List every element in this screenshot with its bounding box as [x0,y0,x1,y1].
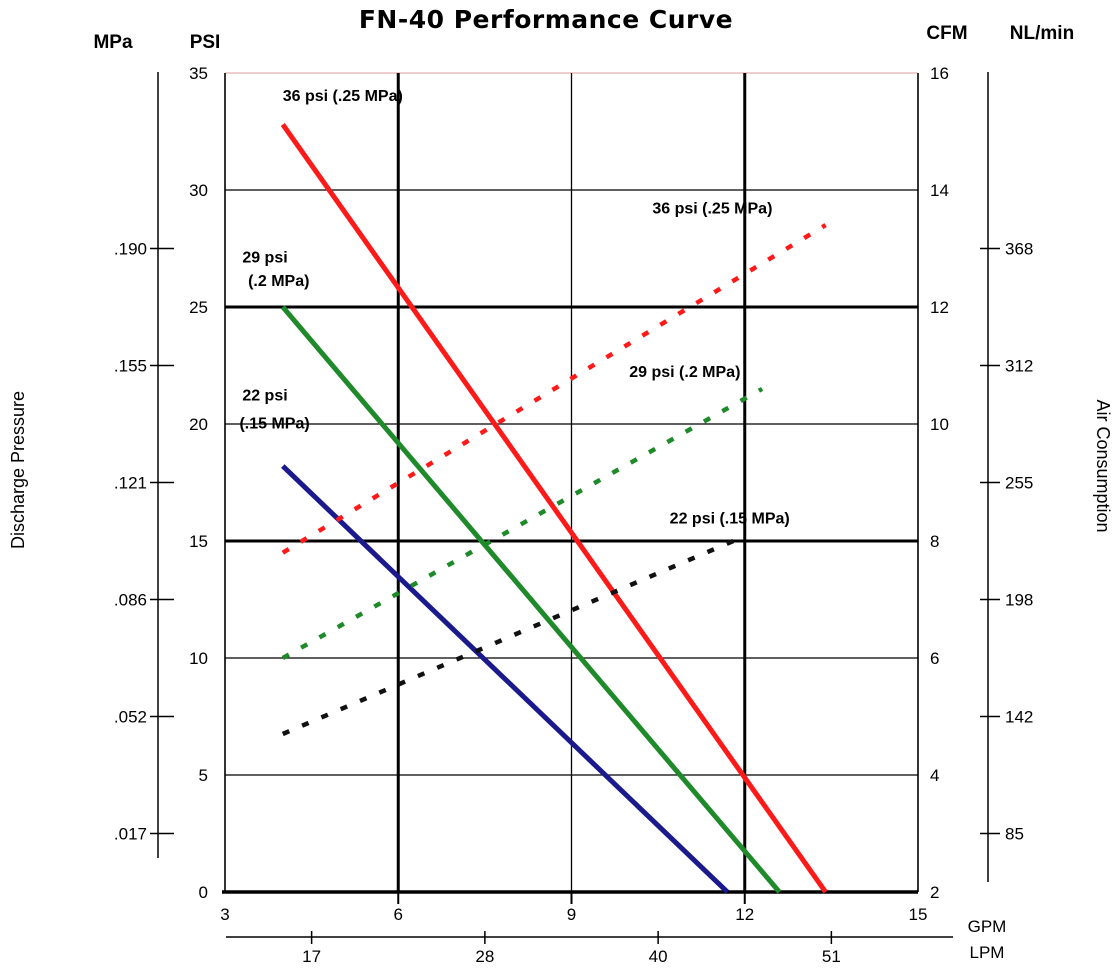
cfm-tick-label: 8 [930,532,939,551]
right-unit: CFM [926,23,967,44]
nlmin-tick-label: 312 [1005,357,1033,376]
psi-tick-label: 20 [189,415,208,434]
left-axis-label: Discharge Pressure [8,391,28,549]
right-axis-label: Air Consumption [1093,399,1113,532]
cfm-tick-label: 6 [930,649,939,668]
series-annotation: 36 psi (.25 MPa) [283,88,403,105]
psi-tick-label: 5 [199,766,208,785]
cfm-tick-label: 14 [930,181,949,200]
cfm-tick-label: 2 [930,883,939,902]
chart-title: FN-40 Performance Curve [359,5,733,34]
pressure-line-1 [280,305,782,894]
cfm-tick-label: 12 [930,298,949,317]
mpa-tick-label: .086 [114,591,147,610]
nlmin-tick-label: 198 [1005,591,1033,610]
series-annotation: 29 psi (.2 MPa) [629,364,740,381]
psi-tick-label: 10 [189,649,208,668]
series-annotation: (.2 MPa) [248,273,309,290]
right-secondary-unit: NL/min [1010,23,1074,44]
cfm-tick-label: 4 [930,766,939,785]
gpm-tick-label: 9 [567,905,576,924]
annotations: 36 psi (.25 MPa) 29 psi (.2 MPa) 22 psi (.15… [239,88,789,527]
lpm-tick-label: 51 [822,947,841,966]
mpa-tick-label: .190 [114,240,147,259]
series-annotation: 29 psi [242,250,287,267]
left-unit: PSI [190,32,221,53]
axes [150,72,1000,944]
series-annotation: 36 psi (.25 MPa) [652,200,772,217]
gpm-tick-label: 3 [220,905,229,924]
x-secondary-unit: LPM [970,943,1005,962]
series-annotation: 22 psi (.15 MPa) [670,510,790,527]
lpm-tick-label: 40 [649,947,668,966]
gpm-tick-label: 15 [909,905,928,924]
mpa-tick-label: .052 [114,708,147,727]
gpm-tick-label: 6 [394,905,403,924]
psi-tick-label: 25 [189,298,208,317]
psi-tick-label: 0 [199,883,208,902]
x-axis-unit: GPM [968,917,1007,936]
nlmin-tick-label: 255 [1005,474,1033,493]
psi-tick-label: 30 [189,181,208,200]
pressure-line-2 [281,464,730,894]
grid [225,72,918,892]
left-secondary-unit: MPa [93,32,133,53]
mpa-tick-label: .121 [114,474,147,493]
psi-tick-label: 15 [189,532,208,551]
lpm-tick-label: 28 [475,947,494,966]
series-group [280,123,828,894]
psi-tick-label: 35 [189,64,208,83]
nlmin-tick-label: 142 [1005,708,1033,727]
series-annotation: 22 psi [242,388,287,405]
nlmin-tick-label: 85 [1005,825,1024,844]
tick-labels: 0 5 10 15 20 25 30 35 .017 .052 .086 .121 .155 .190 2 4… [114,64,1033,966]
gpm-tick-label: 12 [735,905,754,924]
nlmin-tick-label: 368 [1005,240,1033,259]
pressure-line-0 [280,123,828,894]
cfm-tick-label: 10 [930,415,949,434]
air-consumption-line-3 [281,223,827,555]
cfm-tick-label: 16 [930,64,949,83]
series-annotation: (.15 MPa) [239,416,309,433]
mpa-tick-label: .155 [114,357,147,376]
air-consumption-line-4 [281,386,764,660]
mpa-tick-label: .017 [114,825,147,844]
lpm-tick-label: 17 [302,947,321,966]
